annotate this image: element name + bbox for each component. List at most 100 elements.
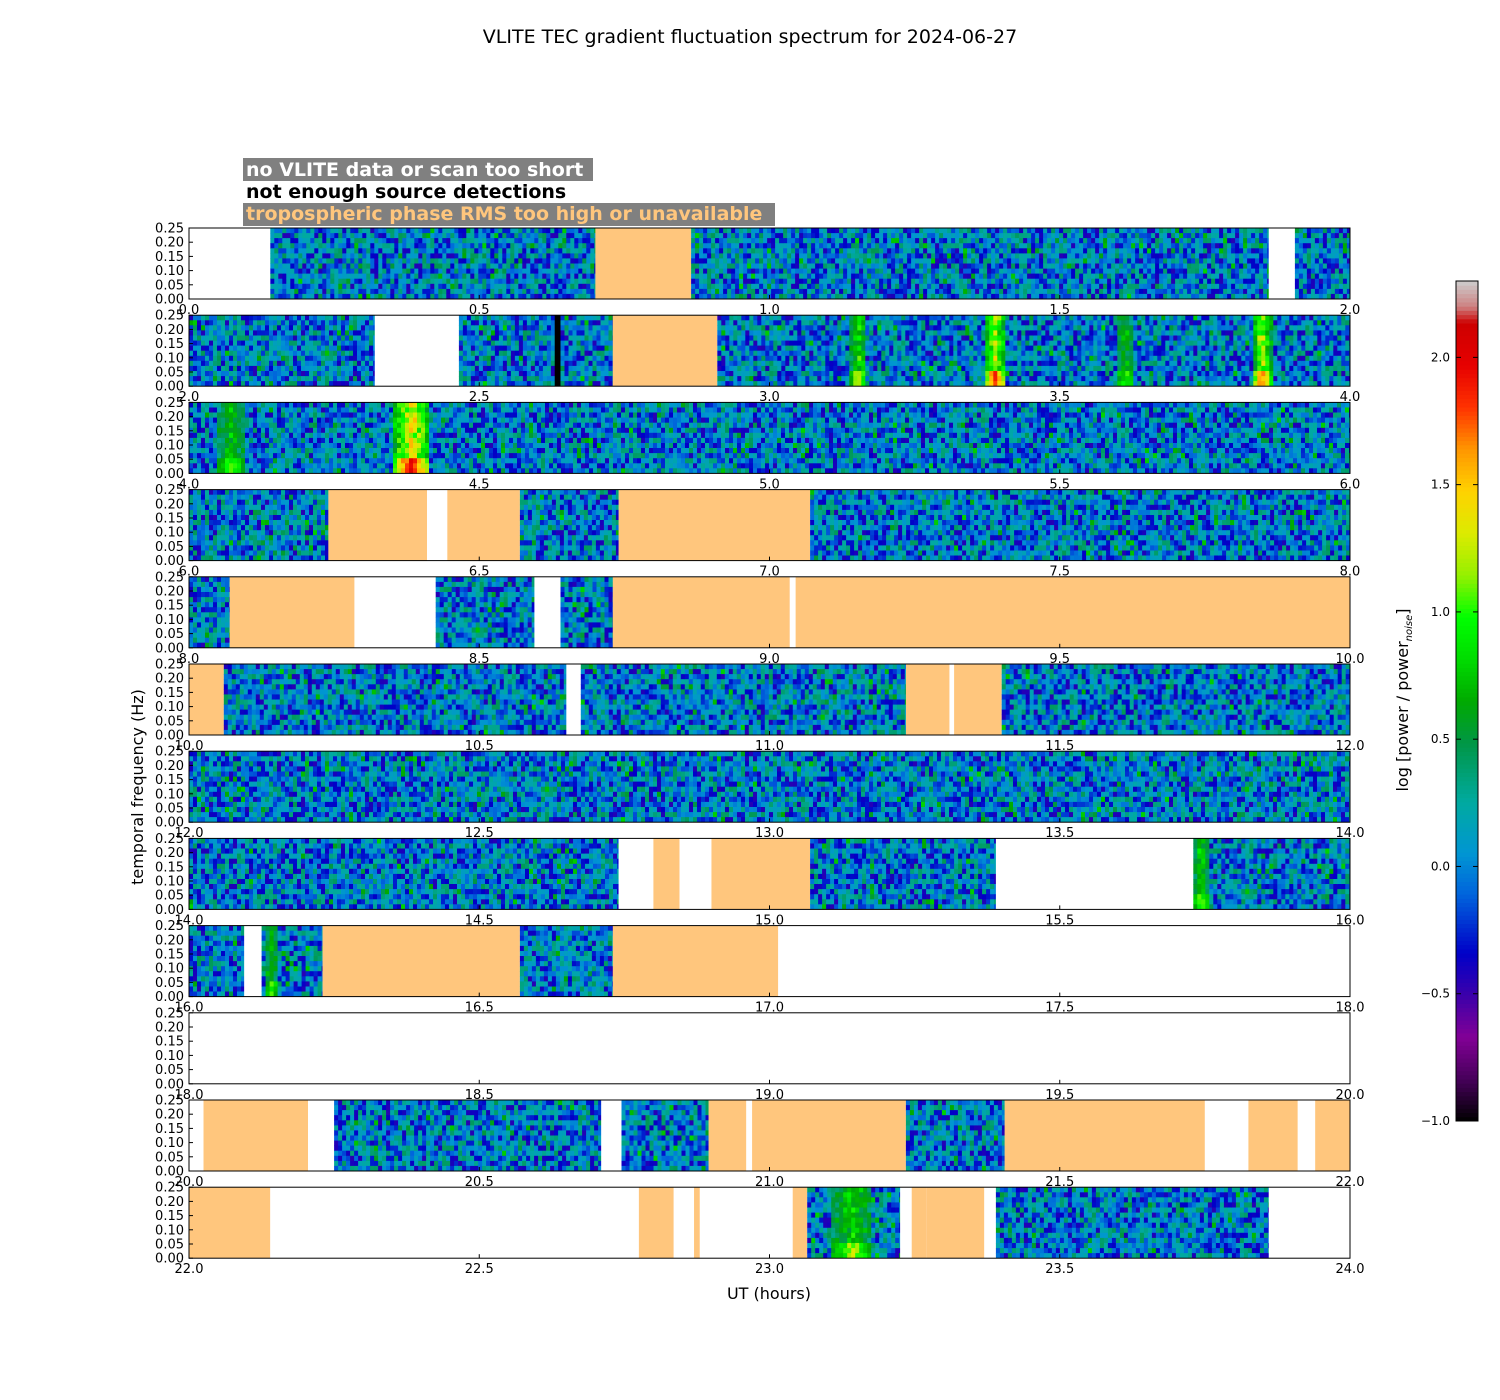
- y-tick-label: 0.10: [155, 1049, 184, 1064]
- colorbar-step: [1456, 1037, 1478, 1042]
- legend-entry-nodet: not enough source detections: [246, 181, 566, 203]
- colorbar-step: [1456, 1083, 1478, 1088]
- colorbar-step: [1456, 642, 1478, 647]
- data-segment: [995, 1187, 1270, 1259]
- colorbar-step: [1456, 444, 1478, 450]
- colorbar-step: [1456, 684, 1478, 689]
- flag-nodata: [1268, 1187, 1350, 1259]
- colorbar-step: [1456, 906, 1478, 912]
- x-tick-label: 9.0: [759, 652, 780, 667]
- data-segment: [810, 489, 1350, 561]
- colorbar-step: [1456, 608, 1478, 614]
- colorbar-step: [1456, 957, 1478, 962]
- colorbar-step: [1456, 323, 1478, 328]
- colorbar-step: [1456, 377, 1478, 383]
- x-tick-label: 16.0: [175, 1001, 204, 1016]
- flag-nodata: [308, 1100, 335, 1171]
- colorbar-step: [1456, 302, 1478, 307]
- colorbar-step: [1456, 1100, 1478, 1105]
- y-tick-label: 0.25: [155, 1181, 184, 1196]
- y-tick-label: 0.10: [155, 264, 184, 279]
- colorbar-step: [1456, 1049, 1478, 1055]
- x-tick-label: 10.5: [465, 739, 494, 754]
- flag-nodata: [699, 1187, 793, 1259]
- colorbar-step: [1456, 411, 1478, 416]
- colorbar-step: [1456, 365, 1478, 370]
- legend: no VLITE data or scan too short not enou…: [243, 158, 775, 226]
- y-tick-label: 0.10: [155, 526, 184, 541]
- colorbar-step: [1456, 755, 1478, 761]
- colorbar-step: [1456, 512, 1478, 517]
- colorbar-step: [1456, 297, 1478, 303]
- colorbar-step: [1456, 780, 1478, 786]
- colorbar-step: [1456, 738, 1478, 744]
- flag-trop: [189, 1187, 271, 1259]
- colorbar-step: [1456, 843, 1478, 849]
- colorbar-step: [1456, 596, 1478, 601]
- data-segment: [270, 228, 596, 299]
- colorbar-step: [1456, 440, 1478, 446]
- colorbar-step: [1456, 806, 1478, 811]
- x-tick-label: 7.5: [1049, 565, 1070, 580]
- colorbar-step: [1456, 772, 1478, 778]
- x-tick-label: 24.0: [1336, 1262, 1365, 1277]
- colorbar-step: [1456, 995, 1478, 1000]
- colorbar-step: [1456, 831, 1478, 836]
- colorbar-step: [1456, 327, 1478, 332]
- y-tick-label: 0.05: [155, 366, 184, 381]
- flag-trop: [795, 576, 1350, 648]
- colorbar-step: [1456, 701, 1478, 706]
- x-tick-label: 20.0: [1336, 1088, 1365, 1103]
- x-tick-label: 11.5: [1045, 739, 1074, 754]
- flag-nodata: [984, 1187, 996, 1259]
- x-tick-label: 12.0: [175, 826, 204, 841]
- colorbar-step: [1456, 486, 1478, 492]
- colorbar-step: [1456, 713, 1478, 719]
- panel-3: 0.000.050.100.150.200.25 6.0 6.5 7.0 7.5 8.0: [155, 483, 1360, 579]
- colorbar-step: [1456, 923, 1478, 929]
- data-segment: [261, 925, 323, 997]
- colorbar-step: [1456, 869, 1478, 874]
- colorbar-step: [1456, 717, 1478, 723]
- x-tick-label: 6.5: [469, 565, 490, 580]
- colorbar-step: [1456, 549, 1478, 555]
- colorbar-step: [1456, 503, 1478, 509]
- panel-8: 0.000.050.100.150.200.25 16.0 16.5 17.0 17.5…: [155, 919, 1364, 1016]
- colorbar-step: [1456, 705, 1478, 710]
- x-tick-label: 23.0: [755, 1262, 784, 1277]
- colorbar-step: [1456, 1112, 1478, 1118]
- x-tick-label: 2.0: [179, 390, 200, 405]
- colorbar-step: [1456, 1041, 1478, 1046]
- colorbar-step: [1456, 852, 1478, 857]
- flag-nodata: [374, 315, 459, 387]
- colorbar-step: [1456, 306, 1478, 311]
- x-axis-label: UT (hours): [727, 1284, 811, 1303]
- colorbar-step: [1456, 663, 1478, 668]
- data-segment: [717, 315, 1350, 387]
- colorbar-step: [1456, 726, 1478, 731]
- colorbar-step: [1456, 944, 1478, 950]
- x-tick-label: 2.0: [1340, 303, 1361, 318]
- data-segment: [189, 489, 329, 561]
- flag-trop: [1004, 1100, 1205, 1171]
- x-tick-label: 1.0: [759, 303, 780, 318]
- y-tick-label: 0.10: [155, 351, 184, 366]
- flag-nodata: [601, 1100, 622, 1171]
- colorbar-step: [1456, 1108, 1478, 1114]
- x-tick-label: 11.0: [755, 739, 784, 754]
- colorbar-step: [1456, 1095, 1478, 1101]
- x-tick-label: 23.5: [1045, 1262, 1074, 1277]
- x-tick-label: 20.0: [175, 1175, 204, 1190]
- colorbar-step: [1456, 491, 1478, 496]
- y-tick-label: 0.00: [155, 1165, 184, 1180]
- colorbar-step: [1456, 575, 1478, 580]
- colorbar-step: [1456, 587, 1478, 593]
- colorbar-step: [1456, 650, 1478, 656]
- flag-nodata: [189, 1012, 1350, 1084]
- flag-nodata: [995, 838, 1194, 910]
- y-tick-label: 0.05: [155, 627, 184, 642]
- flag-trop: [653, 838, 680, 910]
- data-segment: [905, 1100, 1005, 1171]
- y-tick-label: 0.05: [155, 802, 184, 817]
- flag-trop: [926, 1187, 985, 1259]
